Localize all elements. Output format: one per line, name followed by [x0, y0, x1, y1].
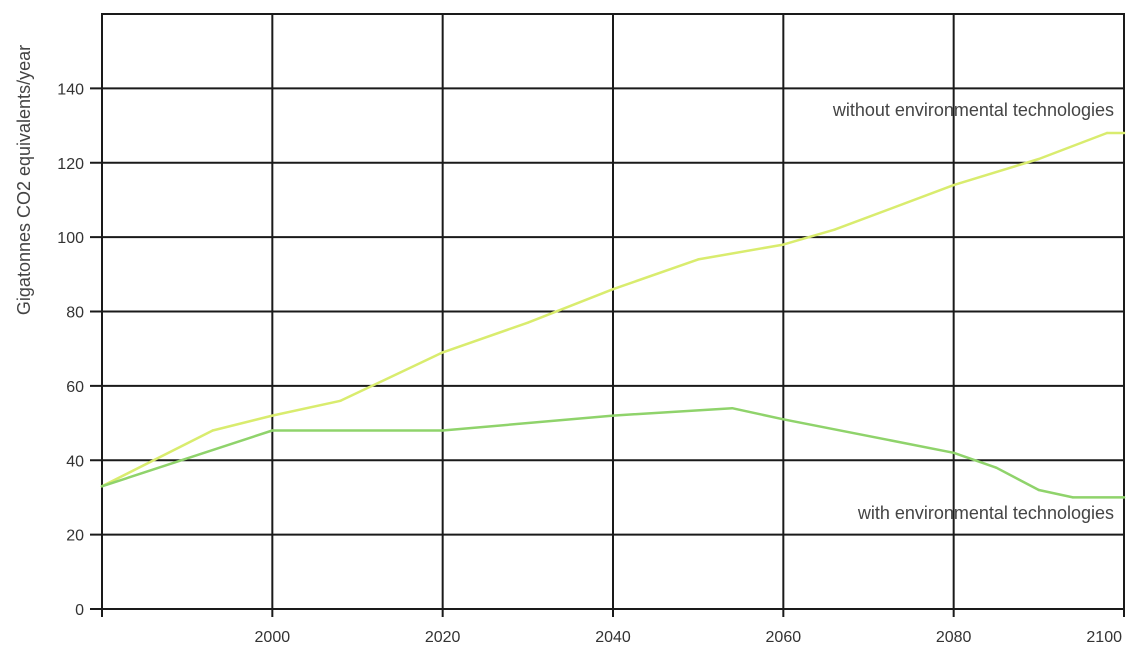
x-tick-label: 2060 — [766, 629, 802, 646]
y-tick-label: 80 — [66, 305, 84, 322]
data-point — [782, 243, 785, 246]
data-point — [995, 466, 998, 469]
data-point — [1105, 131, 1109, 135]
x-tick-label: 2000 — [255, 629, 291, 646]
data-point — [1037, 488, 1041, 492]
data-point — [952, 183, 955, 187]
data-point — [100, 485, 104, 488]
data-point — [1037, 157, 1041, 161]
plot-frame — [101, 13, 1125, 610]
y-tick-label: 40 — [66, 453, 84, 470]
data-point — [611, 287, 615, 291]
y-tick-label: 20 — [66, 528, 84, 545]
data-point — [611, 414, 615, 417]
data-point — [1122, 131, 1126, 135]
data-point — [441, 429, 444, 432]
data-point — [952, 451, 955, 455]
x-tick-label: 2080 — [936, 629, 972, 646]
y-axis-label: Gigatonnes CO2 equivalents/year — [14, 45, 34, 315]
series-label-without: without environmental technologies — [832, 100, 1114, 120]
data-point — [1122, 496, 1126, 499]
series-label-with: with environmental technologies — [857, 503, 1114, 523]
x-tick-label: 2100 — [1086, 629, 1122, 646]
y-tick-label: 60 — [66, 379, 84, 396]
data-point — [441, 351, 444, 354]
data-point — [526, 321, 530, 324]
x-tick-label: 2040 — [595, 629, 631, 646]
y-tick-label: 0 — [75, 602, 84, 619]
x-tick-label: 2020 — [425, 629, 461, 646]
data-point — [833, 228, 836, 231]
y-tick-label: 120 — [57, 156, 84, 173]
data-point — [271, 429, 274, 432]
data-point — [731, 406, 734, 410]
y-tick-label: 100 — [57, 230, 84, 247]
data-point — [271, 414, 274, 417]
data-point — [339, 399, 342, 402]
series-line-without — [100, 131, 1126, 488]
y-tick-label: 140 — [57, 81, 84, 98]
series-layer — [100, 131, 1126, 499]
data-point — [211, 429, 214, 432]
data-point — [696, 258, 700, 261]
data-point — [1071, 496, 1075, 499]
data-point — [782, 418, 785, 421]
